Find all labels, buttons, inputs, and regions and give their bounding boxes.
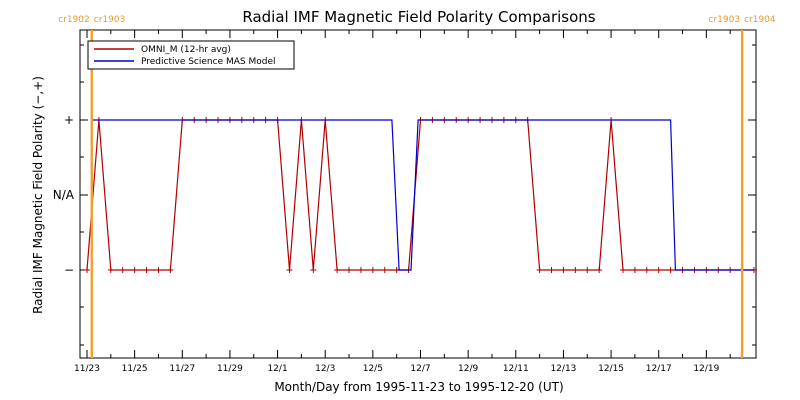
data-point-marker bbox=[560, 267, 567, 273]
series-line-mas bbox=[91, 119, 754, 271]
x-tick-label: 12/11 bbox=[503, 364, 529, 374]
data-point-marker bbox=[643, 267, 650, 273]
series-group bbox=[84, 117, 757, 273]
data-point-marker bbox=[369, 267, 376, 273]
carrington-label-right: cr1903 bbox=[94, 15, 126, 25]
data-point-marker bbox=[155, 267, 162, 273]
x-tick-label: 12/15 bbox=[598, 364, 624, 374]
y-axis-label: Radial IMF Magnetic Field Polarity (−,+) bbox=[31, 76, 45, 314]
data-point-marker bbox=[310, 267, 317, 273]
legend-label-omni: OMNI_M (12-hr avg) bbox=[141, 45, 231, 55]
carrington-label-right: cr1904 bbox=[744, 15, 776, 25]
x-axis-label: Month/Day from 1995-11-23 to 1995-12-20 … bbox=[274, 380, 563, 394]
data-point-marker bbox=[346, 267, 353, 273]
data-point-marker bbox=[334, 267, 341, 273]
legend-label-mas: Predictive Science MAS Model bbox=[141, 57, 276, 67]
data-point-marker bbox=[596, 267, 603, 273]
data-point-marker bbox=[119, 267, 126, 273]
data-point-marker bbox=[131, 267, 138, 273]
carrington-label-left: cr1902 bbox=[58, 15, 90, 25]
data-point-marker bbox=[667, 267, 674, 273]
x-tick-label: 11/29 bbox=[217, 364, 243, 374]
y-tick-label: + bbox=[64, 113, 74, 127]
data-point-marker bbox=[167, 267, 174, 273]
data-point-marker bbox=[286, 267, 293, 273]
x-tick-label: 12/19 bbox=[693, 364, 719, 374]
x-tick-label: 11/27 bbox=[169, 364, 195, 374]
x-tick-label: 12/3 bbox=[315, 364, 335, 374]
data-point-marker bbox=[572, 267, 579, 273]
plot-frame bbox=[79, 29, 757, 359]
data-point-marker bbox=[631, 267, 638, 273]
data-point-marker bbox=[619, 267, 626, 273]
data-point-marker bbox=[548, 267, 555, 273]
x-tick-label: 12/17 bbox=[646, 364, 672, 374]
x-tick-label: 11/23 bbox=[74, 364, 100, 374]
carrington-label-left: cr1903 bbox=[709, 15, 741, 25]
data-point-marker bbox=[107, 267, 114, 273]
data-point-marker bbox=[143, 267, 150, 273]
legend-box bbox=[87, 40, 295, 70]
series-line-omni bbox=[86, 119, 754, 271]
data-point-marker bbox=[536, 267, 543, 273]
data-point-marker bbox=[381, 267, 388, 273]
data-point-marker bbox=[84, 267, 90, 273]
chart-title: Radial IMF Magnetic Field Polarity Compa… bbox=[242, 8, 595, 26]
x-tick-label: 12/1 bbox=[267, 364, 287, 374]
x-tick-label: 12/9 bbox=[458, 364, 478, 374]
y-tick-label: − bbox=[64, 263, 74, 277]
x-tick-label: 12/13 bbox=[550, 364, 576, 374]
data-point-marker bbox=[584, 267, 591, 273]
legend: OMNI_M (12-hr avg) Predictive Science MA… bbox=[87, 40, 295, 70]
x-tick-label: 12/7 bbox=[410, 364, 430, 374]
y-axis-ticks: + N/A − bbox=[53, 44, 756, 346]
y-tick-label: N/A bbox=[53, 188, 75, 202]
carrington-markers: cr1902 cr1903 cr1903 cr1904 bbox=[58, 15, 776, 358]
x-axis-ticks: 11/23 11/25 11/27 11/29 12/1 12/3 12/5 12/7 12/9… bbox=[74, 30, 731, 374]
data-point-marker bbox=[357, 267, 364, 273]
data-point-marker bbox=[655, 267, 662, 273]
x-tick-label: 11/25 bbox=[122, 364, 148, 374]
x-tick-label: 12/5 bbox=[363, 364, 383, 374]
